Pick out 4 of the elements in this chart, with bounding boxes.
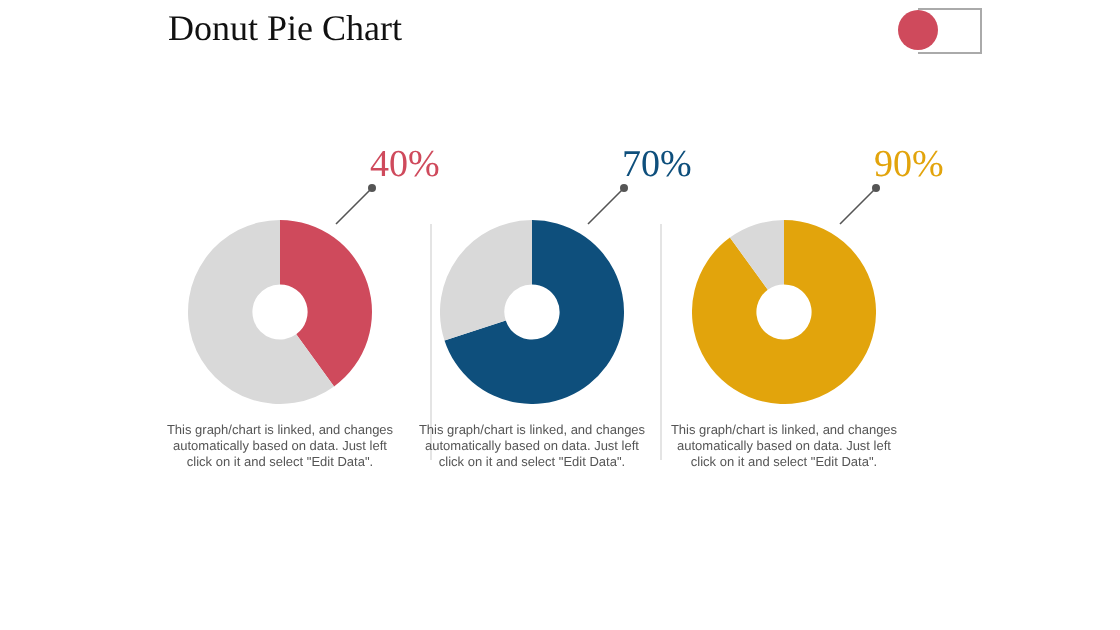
data-label: 90% bbox=[874, 144, 944, 188]
chart-title: Donut Pie Chart bbox=[168, 8, 402, 50]
data-label: 70% bbox=[622, 144, 692, 188]
data-label: 40% bbox=[370, 144, 440, 188]
